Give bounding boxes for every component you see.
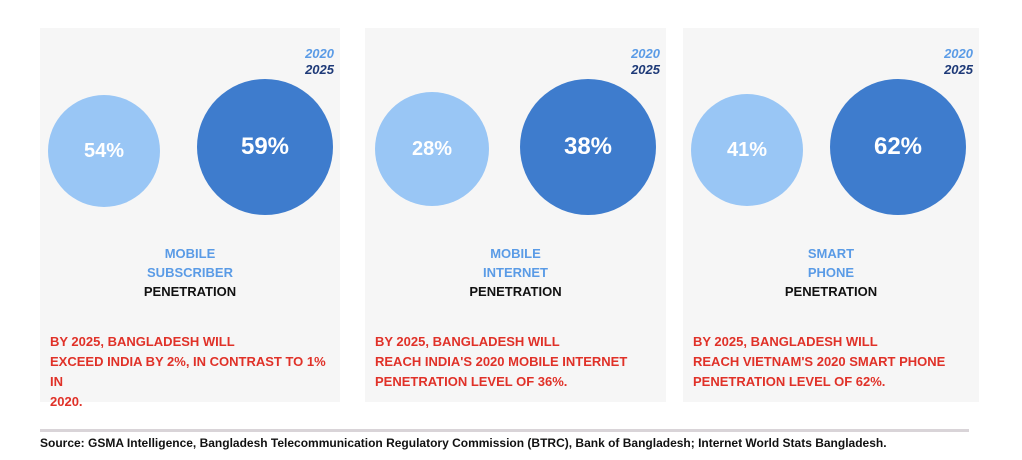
category-label-line: PENETRATION [784,284,878,299]
bubble-2025: 38% [520,79,656,215]
bubble-value-label: 62% [873,133,923,160]
bubble-2020: 41% [691,94,803,206]
category-label-line: MOBILE [490,246,541,261]
bubble-value-label: 38% [563,133,613,160]
legend: 2020 2025 [631,46,660,78]
legend-2025: 2025 [944,62,973,77]
category-label-line: MOBILE [164,246,216,261]
legend-2020: 2020 [305,46,334,61]
category-label-line: SUBSCRIBER [147,265,233,280]
insight-note: BY 2025, BANGLADESH WILL REACH INDIA'S 20… [375,332,656,392]
insight-note-line: REACH INDIA'S 2020 MOBILE INTERNET [375,354,628,369]
category-label: MOBILE INTERNET PENETRATION [365,244,666,301]
insight-note: BY 2025, BANGLADESH WILL EXCEED INDIA BY … [50,332,330,412]
category-label-line: PENETRATION [469,284,562,299]
category-label-line: PENETRATION [143,284,237,299]
category-label-line: SMART [807,246,855,261]
category-label-line: INTERNET [483,265,548,280]
bubble-2025: 62% [830,79,966,215]
legend: 2020 2025 [944,46,973,78]
bubble-value-label: 41% [726,138,768,161]
panel-mobile-subscriber: 2020 2025 54% 59% MOBILE SUBSCRIBER PENETRATIO… [40,28,340,409]
category-label: SMART PHONE PENETRATION [683,244,979,301]
bubble-2025: 59% [197,79,333,215]
insight-note-line: BY 2025, BANGLADESH WILL [693,334,878,349]
legend-2025: 2025 [631,62,660,77]
bubble-2020: 28% [375,92,489,206]
category-label-line: PHONE [807,265,855,280]
legend-2025: 2025 [305,62,334,77]
legend-2020: 2020 [631,46,660,61]
insight-note-line: 2020. [50,394,83,409]
source-divider [40,429,969,432]
insight-note-line: PENETRATION LEVEL OF 36%. [375,374,568,389]
bubble-value-label: 54% [83,139,125,162]
bubble-2020: 54% [48,95,160,207]
category-label: MOBILE SUBSCRIBER PENETRATION [40,244,340,301]
insight-note-line: REACH VIETNAM'S 2020 SMART PHONE [693,354,946,369]
panel-smart-phone: 2020 2025 41% 62% SMART PHONE PENETRATION BY 20… [683,28,979,402]
bubble-value-label: 28% [411,137,453,160]
insight-note-line: PENETRATION LEVEL OF 62%. [693,374,886,389]
insight-note-line: BY 2025, BANGLADESH WILL [375,334,560,349]
legend: 2020 2025 [305,46,334,78]
insight-note-line: BY 2025, BANGLADESH WILL [50,334,235,349]
insight-note-line: EXCEED INDIA BY 2%, IN CONTRAST TO 1% IN [50,354,326,389]
legend-2020: 2020 [944,46,973,61]
bubble-value-label: 59% [240,133,290,160]
source-note: Source: GSMA Intelligence, Bangladesh Te… [40,436,887,450]
insight-note: BY 2025, BANGLADESH WILL REACH VIETNAM'S … [693,332,969,392]
panel-mobile-internet: 2020 2025 28% 38% MOBILE INTERNET PENETRATION B… [365,28,666,402]
